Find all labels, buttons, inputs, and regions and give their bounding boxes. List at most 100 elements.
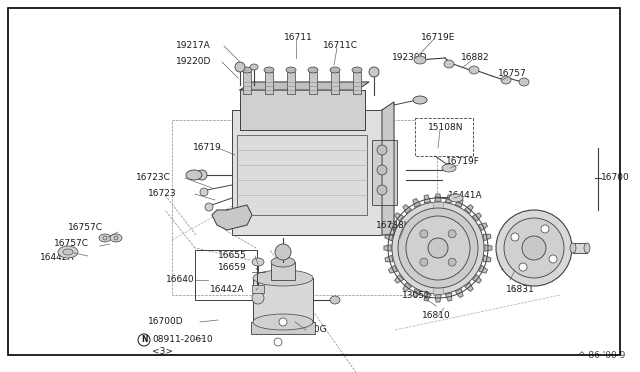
Ellipse shape	[58, 246, 78, 258]
Text: 16831: 16831	[506, 285, 535, 295]
Circle shape	[114, 236, 118, 240]
Polygon shape	[385, 234, 393, 241]
Text: ^ 86 '00 9: ^ 86 '00 9	[578, 351, 625, 360]
Ellipse shape	[413, 96, 427, 104]
Ellipse shape	[469, 66, 479, 74]
Text: 16442A: 16442A	[210, 285, 244, 295]
Circle shape	[392, 202, 484, 294]
Ellipse shape	[414, 56, 426, 64]
Polygon shape	[465, 205, 473, 213]
Circle shape	[541, 225, 549, 233]
Ellipse shape	[253, 314, 313, 330]
Circle shape	[377, 185, 387, 195]
Polygon shape	[456, 289, 463, 297]
Text: 19220D: 19220D	[176, 58, 211, 67]
Circle shape	[275, 244, 291, 260]
Polygon shape	[485, 245, 492, 251]
Bar	[287, 72, 295, 94]
Polygon shape	[413, 199, 420, 207]
Ellipse shape	[250, 64, 258, 70]
Circle shape	[519, 263, 527, 271]
Polygon shape	[456, 199, 463, 207]
Text: 19230D: 19230D	[392, 54, 428, 62]
Text: 16441A: 16441A	[448, 192, 483, 201]
Polygon shape	[479, 266, 488, 273]
Text: 16700: 16700	[601, 173, 630, 183]
Text: 16719F: 16719F	[446, 157, 480, 167]
Polygon shape	[473, 213, 481, 221]
Circle shape	[428, 238, 448, 258]
Polygon shape	[403, 205, 412, 213]
Circle shape	[420, 230, 428, 238]
Polygon shape	[240, 82, 369, 90]
Circle shape	[496, 210, 572, 286]
Ellipse shape	[271, 257, 295, 267]
Ellipse shape	[442, 164, 456, 172]
Text: 16757C: 16757C	[68, 224, 103, 232]
Circle shape	[522, 236, 546, 260]
Text: 16723: 16723	[148, 189, 177, 199]
Bar	[172, 120, 437, 295]
Bar	[331, 72, 339, 94]
Circle shape	[420, 258, 428, 266]
Circle shape	[448, 258, 456, 266]
Polygon shape	[385, 255, 393, 262]
Circle shape	[103, 236, 107, 240]
Text: 16711C: 16711C	[323, 42, 358, 51]
Polygon shape	[395, 275, 403, 283]
Circle shape	[252, 292, 264, 304]
Bar	[573, 243, 587, 253]
Polygon shape	[465, 283, 473, 291]
Ellipse shape	[110, 234, 122, 242]
Circle shape	[504, 218, 564, 278]
Text: 16655: 16655	[218, 251, 247, 260]
Polygon shape	[395, 213, 403, 221]
Polygon shape	[212, 205, 252, 230]
Text: 16711: 16711	[284, 33, 313, 42]
Polygon shape	[413, 289, 420, 297]
Polygon shape	[435, 194, 441, 201]
Ellipse shape	[330, 296, 340, 304]
Text: 16757C: 16757C	[54, 240, 89, 248]
Bar	[195, 250, 257, 300]
Ellipse shape	[286, 67, 296, 73]
Ellipse shape	[242, 67, 252, 73]
Polygon shape	[424, 293, 431, 301]
Text: N: N	[141, 336, 147, 344]
Circle shape	[549, 255, 557, 263]
Polygon shape	[384, 245, 391, 251]
Ellipse shape	[63, 249, 73, 255]
Bar	[433, 202, 443, 294]
Circle shape	[274, 338, 282, 346]
Bar	[237, 135, 367, 215]
Text: 16757: 16757	[498, 70, 527, 78]
Bar	[251, 322, 315, 334]
Text: 13052: 13052	[402, 292, 431, 301]
Text: 08911-20610: 08911-20610	[152, 336, 212, 344]
Ellipse shape	[264, 67, 274, 73]
Ellipse shape	[570, 243, 576, 253]
Text: 16831D: 16831D	[500, 263, 536, 273]
Circle shape	[377, 165, 387, 175]
Polygon shape	[483, 234, 491, 241]
Circle shape	[200, 188, 208, 196]
Circle shape	[511, 233, 519, 241]
Text: <3>: <3>	[152, 347, 173, 356]
Bar	[353, 72, 361, 94]
Ellipse shape	[253, 270, 313, 286]
Circle shape	[369, 67, 379, 77]
Bar	[253, 278, 313, 322]
Polygon shape	[424, 195, 431, 203]
Text: 16659: 16659	[218, 263, 247, 273]
Polygon shape	[435, 295, 441, 302]
Circle shape	[406, 216, 470, 280]
Ellipse shape	[501, 76, 511, 84]
Circle shape	[377, 145, 387, 155]
Ellipse shape	[99, 234, 111, 242]
Circle shape	[235, 62, 245, 72]
Text: 16640: 16640	[166, 276, 195, 285]
Text: 16719E: 16719E	[421, 33, 456, 42]
Text: 16723C: 16723C	[136, 173, 171, 183]
Polygon shape	[382, 102, 394, 235]
Bar	[232, 110, 382, 235]
